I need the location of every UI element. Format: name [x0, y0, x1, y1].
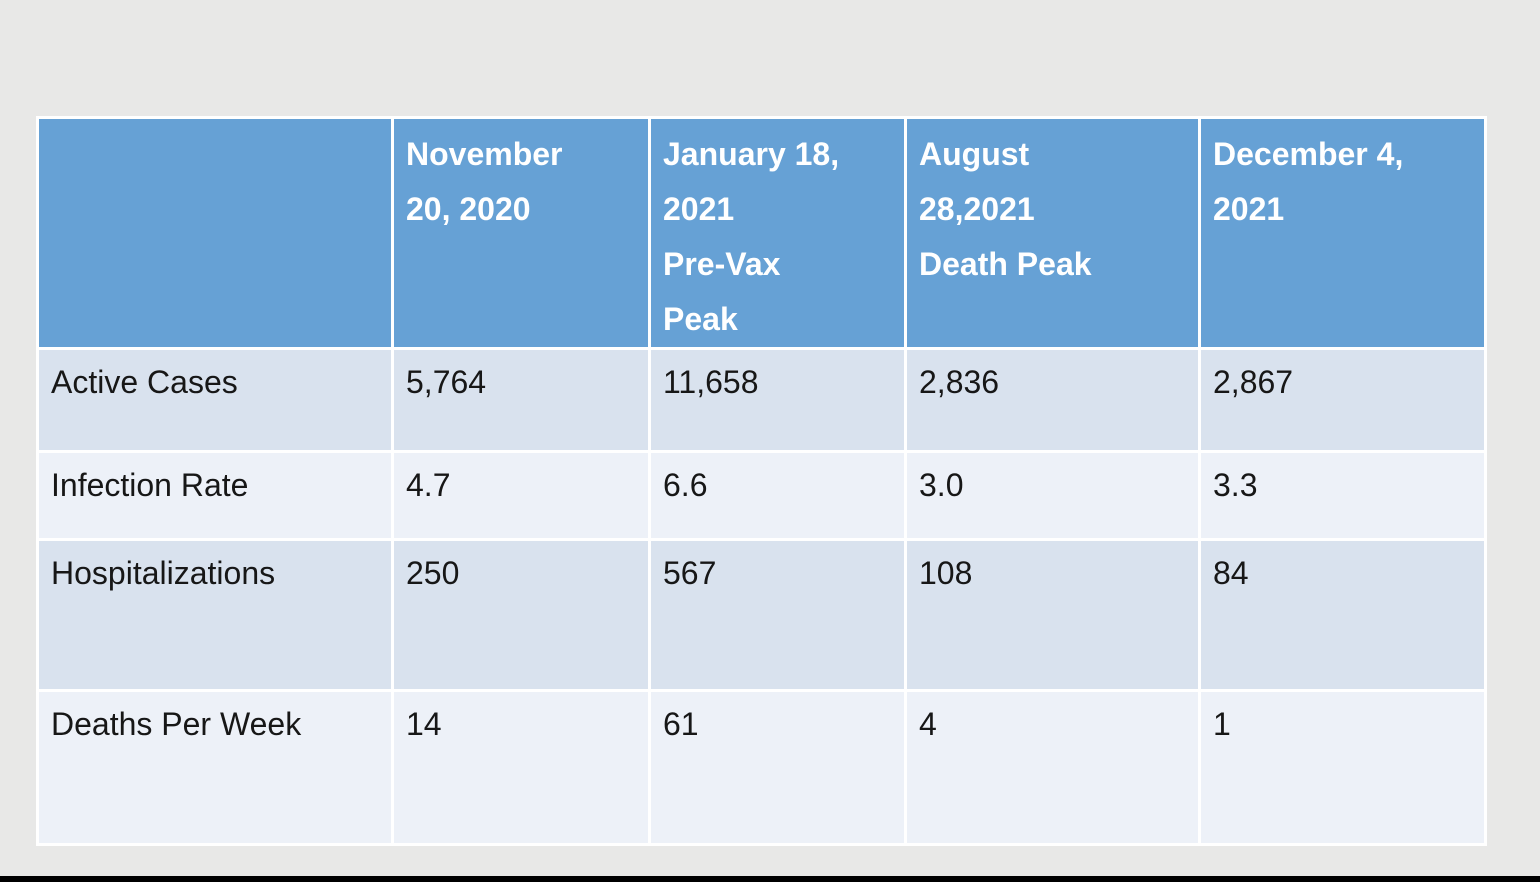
value-cell: 4: [907, 692, 1198, 843]
value-cell: 84: [1201, 541, 1484, 689]
table-row-infection-rate: Infection Rate 4.7 6.6 3.0 3.3: [39, 453, 1484, 538]
header-cell-date-3: August 28,2021 Death Peak: [907, 119, 1198, 347]
table-row-active-cases: Active Cases 5,764 11,658 2,836 2,867: [39, 350, 1484, 450]
value-cell: 6.6: [651, 453, 904, 538]
row-label-cell: Hospitalizations: [39, 541, 391, 689]
value-cell: 3.3: [1201, 453, 1484, 538]
value-cell: 108: [907, 541, 1198, 689]
covid-stats-table: November 20, 2020 January 18, 2021 Pre-V…: [36, 116, 1487, 846]
value-cell: 2,836: [907, 350, 1198, 450]
header-cell-blank: [39, 119, 391, 347]
header-cell-date-4: December 4, 2021: [1201, 119, 1484, 347]
value-cell: 4.7: [394, 453, 648, 538]
value-cell: 567: [651, 541, 904, 689]
header-cell-date-2: January 18, 2021 Pre-Vax Peak: [651, 119, 904, 347]
value-cell: 3.0: [907, 453, 1198, 538]
covid-stats-table-container: November 20, 2020 January 18, 2021 Pre-V…: [36, 116, 1487, 846]
header-cell-date-1: November 20, 2020: [394, 119, 648, 347]
value-cell: 5,764: [394, 350, 648, 450]
row-label-cell: Infection Rate: [39, 453, 391, 538]
bottom-letterbox-bar: [0, 876, 1540, 882]
row-label-cell: Active Cases: [39, 350, 391, 450]
table-row-deaths-per-week: Deaths Per Week 14 61 4 1: [39, 692, 1484, 843]
table-row-hospitalizations: Hospitalizations 250 567 108 84: [39, 541, 1484, 689]
value-cell: 250: [394, 541, 648, 689]
value-cell: 61: [651, 692, 904, 843]
row-label-cell: Deaths Per Week: [39, 692, 391, 843]
value-cell: 2,867: [1201, 350, 1484, 450]
value-cell: 14: [394, 692, 648, 843]
header-row: November 20, 2020 January 18, 2021 Pre-V…: [39, 119, 1484, 347]
value-cell: 1: [1201, 692, 1484, 843]
value-cell: 11,658: [651, 350, 904, 450]
